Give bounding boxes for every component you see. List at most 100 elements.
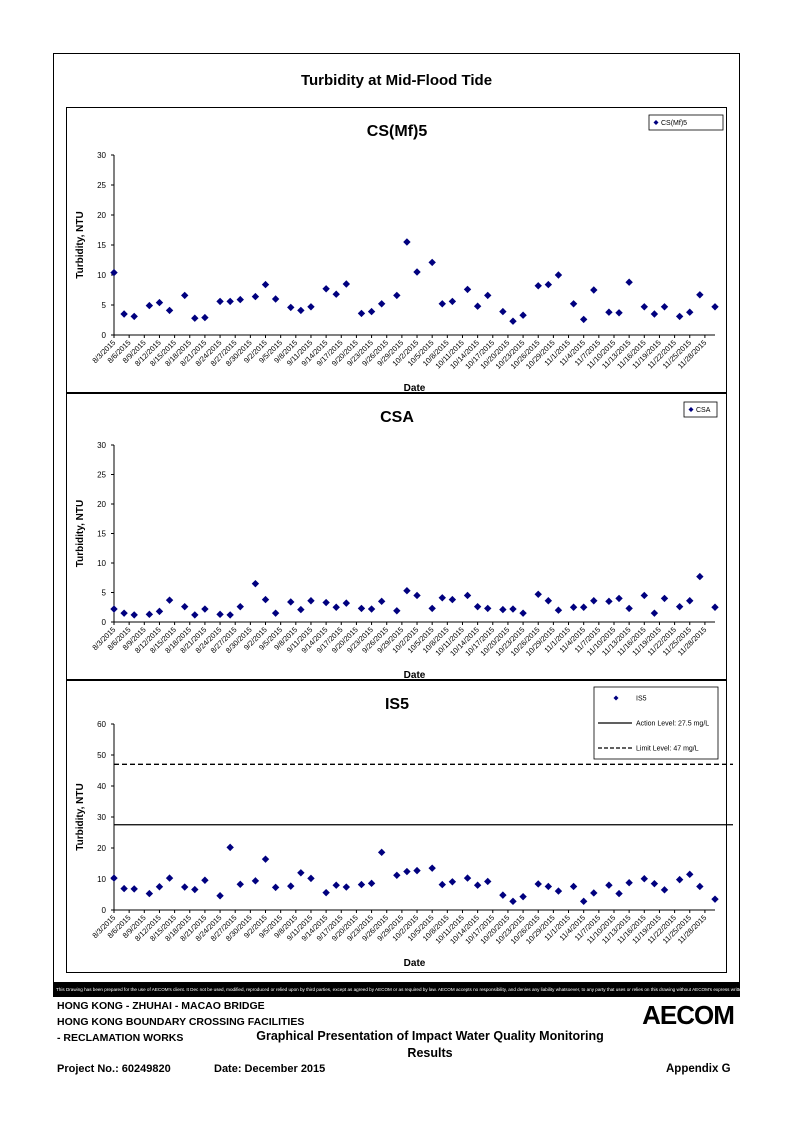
chart-panel-is5: IS5 0 10 20 30 40 50 60 Turbidity, NTU 8/3/2015 8/…: [66, 680, 733, 973]
data-point: [165, 306, 174, 315]
footer-project-line-3: - RECLAMATION WORKS: [57, 1032, 184, 1044]
aecom-logo-text: AECOM: [642, 1000, 734, 1030]
data-point: [201, 876, 209, 884]
data-point: [554, 606, 563, 614]
data-point: [650, 310, 659, 318]
data-point: [251, 579, 260, 588]
data-point: [499, 307, 507, 316]
data-point: [297, 605, 305, 614]
data-point: [201, 313, 209, 322]
y-tick-label: 5: [102, 589, 107, 598]
legend-label: Limit Level: 47 mg/L: [636, 746, 699, 753]
y-tick-label: 20: [97, 500, 106, 509]
data-point: [181, 602, 189, 611]
data-point: [534, 880, 542, 888]
data-point: [499, 605, 507, 614]
data-point: [342, 280, 351, 288]
y-tick-label: 50: [97, 751, 106, 760]
data-point: [473, 302, 482, 310]
y-tick-label: 25: [97, 471, 106, 480]
data-point: [120, 884, 128, 893]
legend-marker: [688, 407, 694, 412]
data-point: [322, 285, 330, 293]
chart-panel-cs-mf5: CS(Mf)5 0 5 10 15 20 25 30 Turbidity, NTU 8/3/201…: [66, 107, 727, 394]
data-point: [236, 880, 244, 888]
data-point: [226, 611, 234, 619]
data-point: [686, 870, 694, 879]
data-point: [236, 602, 244, 611]
data-point: [403, 587, 411, 595]
data-point: [332, 603, 340, 611]
data-point: [322, 888, 330, 897]
project-number: Project No.: 60249820: [57, 1063, 171, 1075]
data-point: [271, 883, 280, 892]
y-axis-title: Turbidity, NTU: [75, 211, 86, 278]
legend-marker: [653, 120, 659, 125]
data-point: [110, 605, 118, 613]
aecom-logo: AECOM: [642, 1000, 735, 1030]
footer-description: Graphical Presentation of Impact Water Q…: [256, 1029, 604, 1060]
data-point: [413, 268, 421, 276]
data-point: [544, 882, 553, 891]
data-point: [332, 290, 340, 298]
data-point: [448, 595, 457, 604]
data-point: [675, 875, 684, 884]
data-point: [534, 282, 542, 290]
legend-box: [683, 401, 718, 418]
data-point: [226, 843, 234, 852]
data-point: [145, 889, 154, 898]
data-point: [307, 597, 315, 605]
data-point: [660, 303, 669, 311]
data-point: [579, 603, 588, 611]
data-point: [130, 611, 138, 619]
data-point: [615, 889, 623, 898]
data-point: [413, 866, 421, 875]
data-point: [130, 885, 138, 893]
chart-panel-csa: CSA 0 5 10 15 20 25 30 Turbidity, NTU 8/3/2015 8/6…: [66, 393, 727, 681]
data-point: [569, 300, 578, 308]
data-point: [191, 885, 199, 894]
data-point: [484, 877, 492, 886]
data-point: [155, 298, 164, 307]
data-point: [640, 874, 648, 883]
data-point: [236, 295, 244, 304]
data-point: [569, 882, 578, 891]
data-point: [438, 594, 446, 602]
disclaimer-bar: This Drawing has been prepared for the u…: [53, 982, 740, 997]
data-point: [403, 867, 411, 876]
data-point: [130, 312, 138, 321]
data-point: [463, 285, 472, 294]
y-tick-label: 5: [102, 301, 107, 310]
data-point: [579, 315, 588, 324]
data-point: [519, 311, 527, 319]
footer-project-line-2: HONG KONG BOUNDARY CROSSING FACILITIES: [57, 1016, 305, 1028]
data-point: [625, 278, 633, 286]
data-point: [428, 604, 436, 613]
data-point: [165, 596, 174, 604]
data-point: [696, 572, 704, 581]
y-tick-label: 30: [97, 813, 106, 822]
data-point: [110, 268, 118, 277]
data-point: [181, 883, 189, 891]
data-point: [145, 301, 154, 310]
data-point: [428, 864, 436, 872]
appendix-label: Appendix G: [666, 1063, 731, 1075]
data-point: [605, 597, 613, 606]
data-point: [110, 874, 118, 882]
y-tick-label: 0: [102, 618, 107, 627]
y-tick-label: 20: [97, 211, 106, 220]
y-tick-label: 30: [97, 441, 106, 450]
data-point: [226, 297, 234, 306]
data-point: [473, 881, 482, 889]
data-point: [711, 895, 719, 903]
chart-title: IS5: [385, 696, 409, 713]
data-point: [287, 882, 295, 890]
data-point: [428, 258, 436, 267]
y-tick-label: 0: [102, 906, 107, 915]
y-tick-label: 0: [102, 331, 107, 340]
chart-title: CS(Mf)5: [367, 123, 428, 140]
data-point: [438, 300, 446, 308]
data-point: [463, 591, 472, 600]
data-point: [377, 597, 386, 606]
